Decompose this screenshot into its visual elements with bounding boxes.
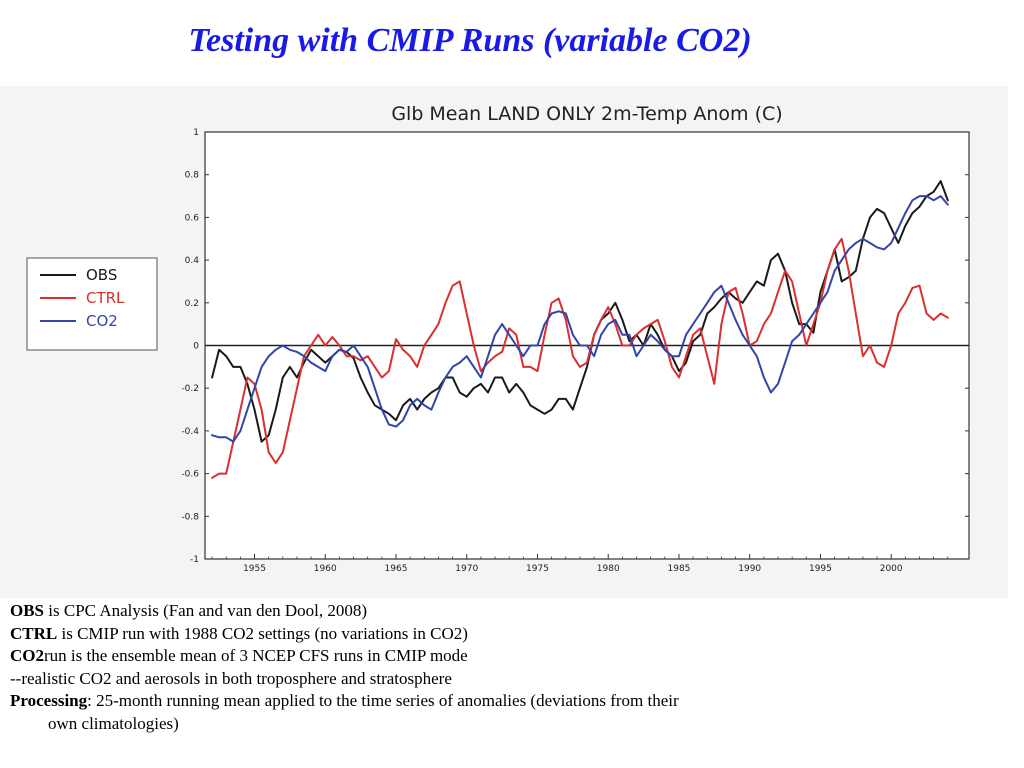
slide-title: Testing with CMIP Runs (variable CO2) [188, 22, 752, 59]
note-co2-term: CO2 [10, 646, 44, 665]
y-tick-label: -0.6 [181, 470, 199, 480]
y-tick-label: -0.8 [181, 512, 199, 522]
x-tick-label: 1985 [668, 564, 691, 574]
note-obs-term: OBS [10, 601, 45, 620]
y-tick-label: -1 [190, 555, 199, 565]
note-ctrl-term: CTRL [10, 623, 58, 643]
series-line-ctrl [211, 237, 949, 479]
x-tick-label: 1965 [385, 564, 408, 574]
x-tick-label: 1970 [455, 564, 478, 574]
series-line-co2 [211, 195, 949, 443]
x-tick-label: 1990 [738, 564, 761, 574]
y-tick-label: 0 [193, 342, 199, 352]
note-processing-cont: own climatologies) [48, 713, 179, 733]
notes-block: OBS is CPC Analysis (Fan and van den Doo… [10, 600, 1010, 735]
temperature-anomaly-chart: Glb Mean LAND ONLY 2m-Temp Anom (C) -1 -0… [26, 103, 970, 574]
note-processing: Processing: 25-month running mean applie… [10, 690, 1010, 713]
x-tick-label: 2000 [880, 564, 903, 574]
legend-label-co2: CO2 [86, 312, 118, 330]
y-tick-label: 0.6 [185, 213, 200, 223]
y-tick-label: 0.8 [185, 171, 200, 181]
note-co2-text: run is the ensemble mean of 3 NCEP CFS r… [44, 646, 468, 665]
legend-box [26, 257, 158, 351]
note-ctrl: CTRL is CMIP run with 1988 CO2 settings … [10, 623, 1010, 646]
legend-label-obs: OBS [86, 266, 117, 284]
note-realistic: --realistic CO2 and aerosols in both tro… [10, 668, 452, 688]
y-tick-label: -0.2 [181, 384, 199, 394]
note-processing-text: : 25-month running mean applied to the t… [87, 691, 679, 710]
note-obs-text: is CPC Analysis (Fan and van den Dool, 2… [44, 601, 368, 620]
note-co2: CO2run is the ensemble mean of 3 NCEP CF… [10, 645, 1010, 668]
y-tick-label: 1 [193, 128, 199, 138]
legend: OBS CTRL CO2 [26, 257, 158, 351]
y-tick-label: 0.4 [185, 256, 200, 266]
x-tick-label: 1995 [809, 564, 832, 574]
y-tick-label: -0.4 [181, 427, 199, 437]
x-tick-label: 1980 [597, 564, 620, 574]
x-tick-label: 1975 [526, 564, 549, 574]
y-tick-label: 0.2 [185, 299, 199, 309]
x-tick-label: 1960 [314, 564, 337, 574]
legend-label-ctrl: CTRL [86, 289, 125, 307]
x-tick-label: 1955 [243, 564, 266, 574]
chart-panel: Glb Mean LAND ONLY 2m-Temp Anom (C) -1 -0… [0, 86, 1008, 598]
note-ctrl-text: is CMIP run with 1988 CO2 settings (no v… [57, 623, 468, 643]
chart-title: Glb Mean LAND ONLY 2m-Temp Anom (C) [391, 103, 782, 125]
note-obs: OBS is CPC Analysis (Fan and van den Doo… [10, 600, 1010, 623]
note-processing-term: Processing [10, 691, 88, 710]
